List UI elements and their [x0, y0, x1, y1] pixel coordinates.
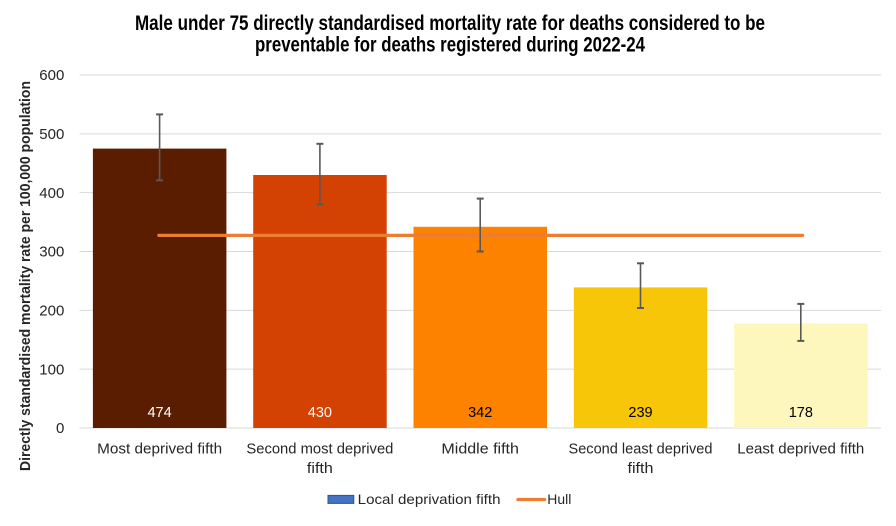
svg-text:400: 400	[39, 185, 64, 202]
svg-text:Male under 75 directly standar: Male under 75 directly standardised mort…	[135, 12, 765, 35]
svg-text:474: 474	[147, 405, 171, 421]
svg-text:178: 178	[789, 405, 813, 421]
svg-text:100: 100	[39, 361, 64, 378]
svg-text:Second most deprived: Second most deprived	[246, 441, 393, 458]
svg-text:preventable for deaths registe: preventable for deaths registered during…	[255, 34, 645, 57]
svg-text:239: 239	[628, 405, 652, 421]
svg-text:300: 300	[39, 244, 64, 261]
svg-text:Second least deprived: Second least deprived	[569, 441, 713, 458]
svg-text:0: 0	[56, 420, 64, 437]
svg-text:342: 342	[468, 405, 492, 421]
svg-text:Directly standardised mortalit: Directly standardised mortality rate per…	[17, 81, 34, 471]
svg-text:Middle fifth: Middle fifth	[441, 441, 519, 458]
svg-text:500: 500	[39, 126, 64, 143]
svg-text:600: 600	[39, 67, 64, 84]
svg-text:Local deprivation fifth: Local deprivation fifth	[358, 491, 501, 507]
svg-text:Most deprived fifth: Most deprived fifth	[97, 441, 222, 458]
svg-text:430: 430	[308, 405, 332, 421]
svg-text:Hull: Hull	[547, 491, 571, 507]
svg-text:Least deprived fifth: Least deprived fifth	[737, 441, 864, 458]
svg-text:fifth: fifth	[628, 460, 654, 477]
svg-text:fifth: fifth	[307, 460, 333, 477]
svg-text:200: 200	[39, 303, 64, 320]
